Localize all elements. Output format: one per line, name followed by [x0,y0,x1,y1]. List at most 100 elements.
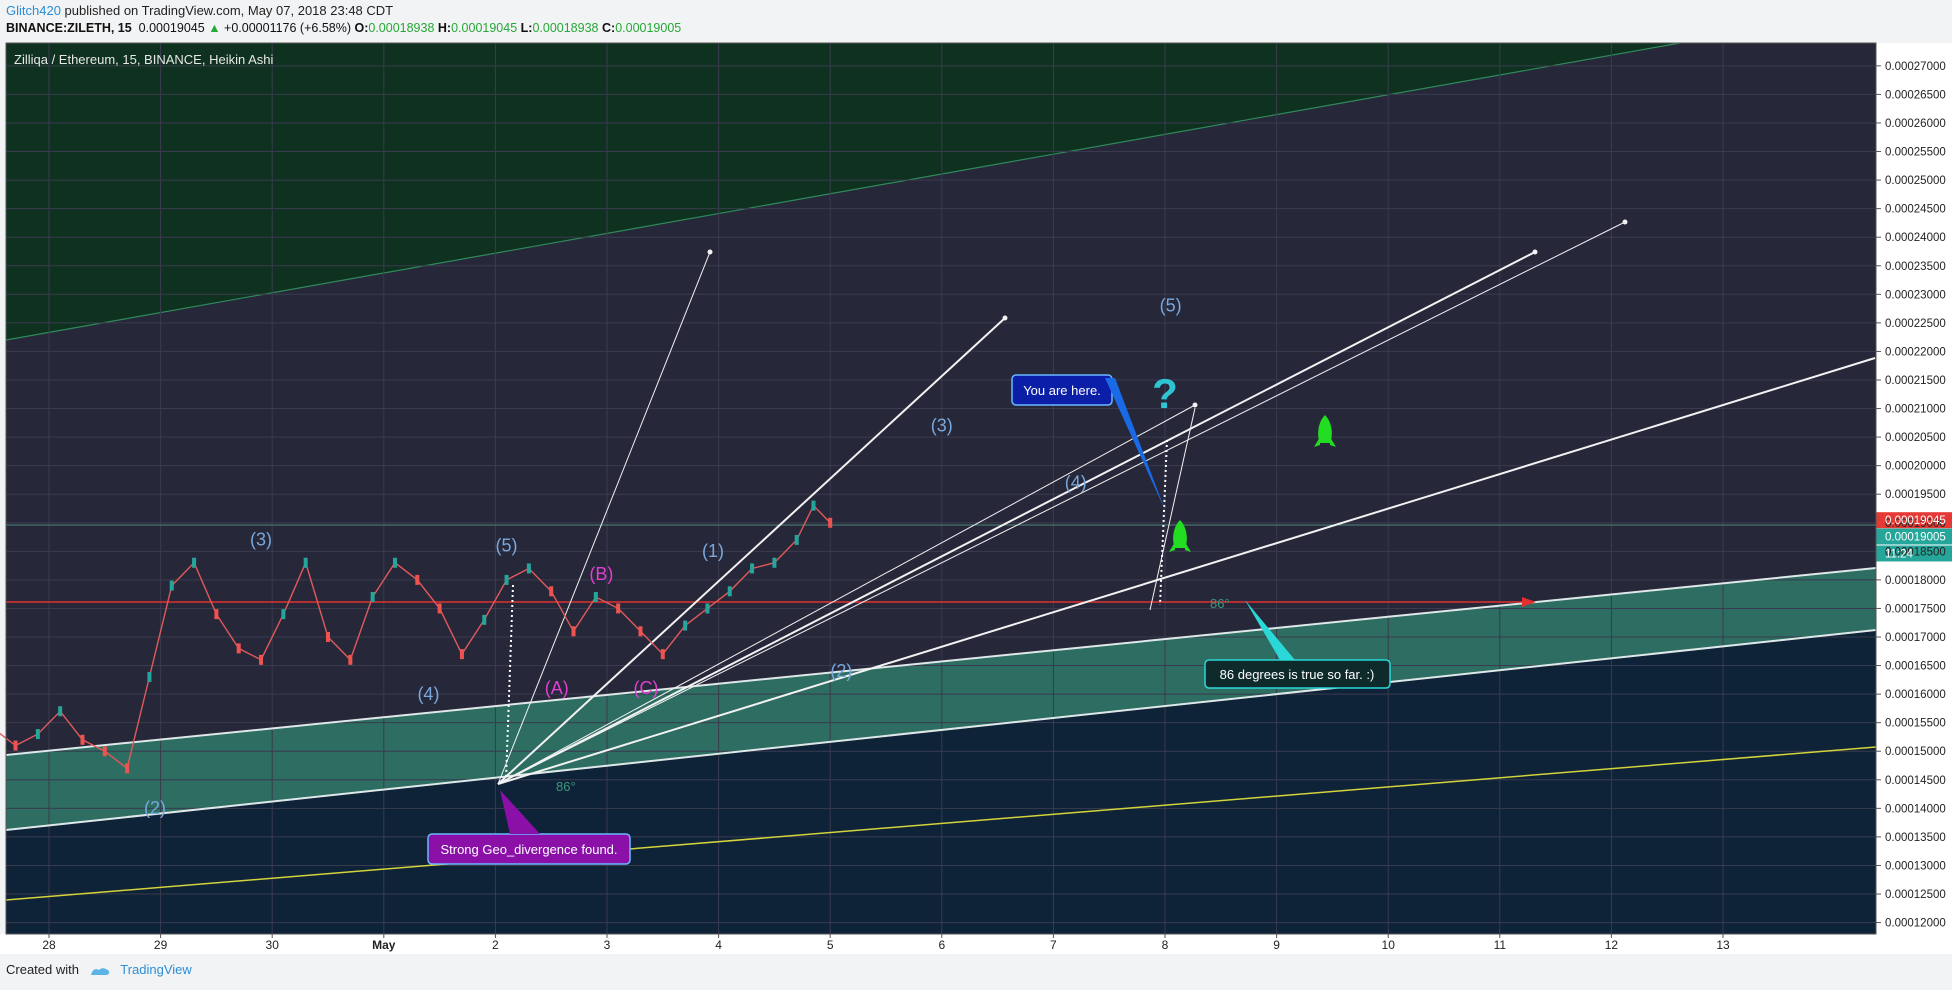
y-tick-label: 0.00015000 [1885,746,1946,758]
open-value: 0.00018938 [368,21,435,35]
tradingview-logo-icon [90,967,109,975]
rocket-body [1173,520,1187,548]
x-axis-bg [0,934,1952,954]
y-tick-label: 0.00014000 [1885,803,1946,815]
low-label: L: [520,21,533,35]
candle [705,603,710,614]
candle [571,626,576,637]
author-link[interactable]: Glitch420 [6,3,61,18]
y-tick-label: 0.00016500 [1885,661,1946,673]
price-tag [1876,545,1952,562]
candle [794,534,799,545]
candle [392,557,397,568]
last-price: 0.00019045 [138,21,205,35]
candle [504,574,509,585]
candle [102,746,107,757]
y-tick-label: 0.00017500 [1885,603,1946,615]
low-value: 0.00018938 [532,21,599,35]
candle [638,626,643,637]
candle [58,706,63,717]
x-tick-label: May [372,938,396,952]
channel-bottom-line [5,629,1877,831]
rocket-fin [1169,542,1175,552]
candle [348,654,353,665]
rising-channel [6,568,1876,830]
publish-info: Glitch420 published on TradingView.com, … [6,3,393,18]
candle [750,563,755,574]
wave-label: (4) [417,684,439,704]
tradingview-link[interactable]: TradingView [120,962,192,977]
candle [147,671,152,682]
y-tick-label: 0.00012500 [1885,889,1946,901]
wave-label: (1) [702,541,724,561]
y-tick-label: 0.00021500 [1885,375,1946,387]
x-tick-label: 12 [1605,938,1619,952]
x-tick-label: 2 [492,938,499,952]
y-tick-label: 0.00019000 [1885,518,1946,530]
fan-line [497,251,1536,785]
y-tick-label: 0.00014500 [1885,775,1946,787]
wave-label: (A) [545,678,569,698]
high-value: 0.00019045 [451,21,518,35]
fan-line [1149,407,1196,611]
y-tick-label: 0.00013500 [1885,832,1946,844]
candle [772,557,777,568]
y-tick-label: 0.00026500 [1885,89,1946,101]
candle [236,643,241,654]
fan-line [497,317,1006,785]
candle [259,654,264,665]
arrow-tip [1532,249,1538,255]
candle [828,517,833,528]
x-tick-label: 11 [1494,938,1507,952]
chart-title: Zilliqa / Ethereum, 15, BINANCE, Heikin … [14,52,273,67]
fan-line [497,221,1626,785]
candle [811,500,816,511]
y-tick-label: 0.00020500 [1885,432,1946,444]
arrow-tip [707,249,713,255]
candle [437,603,442,614]
candle [660,649,665,660]
y-tick-label: 0.00017000 [1885,632,1946,644]
rocket-fin [1185,542,1191,552]
symbol-label: BINANCE:ZILETH, 15 [6,21,132,35]
rocket-fin [1314,437,1320,447]
y-tick-label: 0.00023000 [1885,289,1946,301]
callout-you-are-here: You are here. [1023,383,1101,398]
x-tick-label: 13 [1716,938,1730,952]
candle [482,614,487,625]
y-tick-label: 0.00019500 [1885,489,1946,501]
arrow-tip [1002,315,1008,321]
y-tick-label: 0.00022000 [1885,346,1946,358]
y-tick-label: 0.00022500 [1885,318,1946,330]
y-tick-label: 0.00023500 [1885,261,1946,273]
publish-text: published on TradingView.com, May 07, 20… [64,3,394,18]
x-tick-label: 30 [266,938,280,952]
fan-line [497,404,1196,785]
y-tick-label: 0.00020000 [1885,461,1946,473]
red-arrow-head [1522,597,1536,607]
wave-label: (2) [830,661,852,681]
rocket-body [1318,415,1332,443]
yellow-support-line [5,746,1877,901]
y-tick-label: 0.00027000 [1885,61,1946,73]
price-tag-label: 0.00019045 [1885,515,1946,527]
wave-label: (B) [589,564,613,584]
wave-label: (2) [144,798,166,818]
callout-pointer [500,790,540,834]
x-tick-label: 4 [715,938,722,952]
footer: Created with TradingView [6,962,192,977]
y-tick-label: 0.00015500 [1885,718,1946,730]
price-tag-label: 0.00019005 [1885,531,1946,543]
fan-line [497,357,1876,785]
created-with-label: Created with [6,962,79,977]
rocket-icon [1169,520,1191,552]
candle [13,740,18,751]
ohlc-bar: BINANCE:ZILETH, 15 0.00019045 ▲ +0.00001… [6,21,681,35]
x-tick-label: 10 [1382,938,1396,952]
y-tick-label: 0.00024500 [1885,204,1946,216]
callout-divergence: Strong Geo_divergence found. [440,842,617,857]
plot-frame [5,42,1877,935]
y-tick-label: 0.00016000 [1885,689,1946,701]
candle [35,729,40,740]
